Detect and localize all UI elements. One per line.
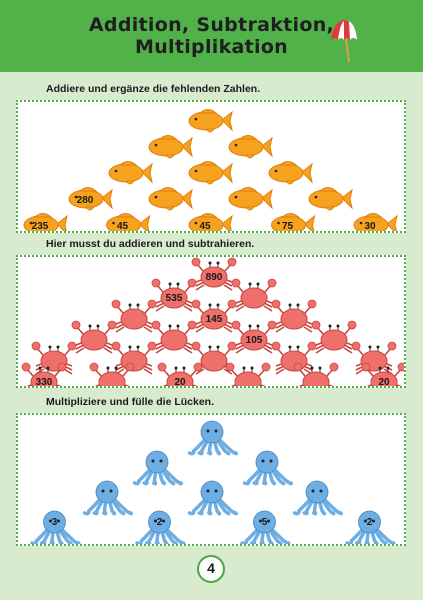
pyramid-number: 3 (52, 517, 58, 528)
pyramid-number: 535 (166, 293, 183, 304)
crab-cell (271, 341, 317, 375)
crab-cell (225, 362, 271, 386)
beach-umbrella-icon (331, 20, 357, 63)
crab-cell (71, 320, 117, 354)
crab-cell (89, 362, 135, 386)
pyramid-number: 2 (367, 517, 373, 528)
crab-cell (191, 257, 237, 291)
fish-cell (188, 161, 233, 185)
fish-cell (106, 213, 151, 231)
crab-cell (231, 278, 277, 312)
octopus-cell (187, 480, 239, 516)
pyramid-number: 890 (206, 272, 223, 283)
crab-cell (111, 341, 157, 375)
page-number: 4 (197, 555, 225, 583)
instruction-1: Addiere und ergänze die fehlenden Zahlen… (46, 83, 261, 95)
title-line-1: Addition, Subtraktion, (88, 14, 335, 36)
pyramid-number: 75 (282, 221, 294, 231)
crab-cell (311, 320, 357, 354)
pyramid-number: 105 (246, 335, 263, 346)
fish-cell (308, 187, 353, 211)
crab-cell (231, 320, 277, 354)
crab-cell (31, 341, 77, 375)
fish-cell (271, 213, 316, 231)
fish-cell (353, 213, 398, 231)
pyramid-number: 330 (36, 377, 53, 386)
fish-cell (268, 161, 313, 185)
fish-cell (108, 161, 153, 185)
pyramid-number: 45 (199, 221, 211, 231)
octopus-cell (242, 450, 294, 486)
fish-cell (188, 109, 233, 133)
octopus-cell (292, 480, 344, 516)
fish-cell (228, 135, 273, 159)
fish-cell (23, 213, 68, 231)
crab-cell (151, 278, 197, 312)
octopus-pyramid-box: 3 2 5 2 (16, 413, 406, 546)
fish-pyramid-box: 280 235 45 45 75 30 (16, 100, 406, 233)
fish-cell (228, 187, 273, 211)
title-line-2: Multiplikation (135, 36, 288, 58)
fish-cell (148, 187, 193, 211)
pyramid-number: 20 (174, 377, 186, 386)
crab-cell (361, 362, 404, 386)
crab-cell (21, 362, 67, 386)
crab-cell (157, 362, 203, 386)
pyramid-number: 235 (32, 221, 49, 231)
pyramid-number: 2 (157, 517, 163, 528)
octopus-cell (187, 420, 239, 456)
instruction-3: Multipliziere und fülle die Lücken. (46, 396, 215, 408)
pyramid-number: 280 (77, 195, 94, 206)
octopus-cell (135, 510, 186, 544)
pyramid-number: 145 (206, 314, 223, 325)
fish-cell (68, 187, 113, 211)
pyramid-number: 30 (364, 221, 376, 231)
pyramid-number: 5 (262, 517, 268, 528)
fish-cell (148, 135, 193, 159)
octopus-cell (82, 480, 134, 516)
crab-cell (151, 320, 197, 354)
crab-cell (191, 299, 237, 333)
crab-cell (351, 341, 397, 375)
octopus-cell (240, 510, 291, 544)
pyramid-number: 45 (117, 221, 129, 231)
crab-cell (293, 362, 339, 386)
instruction-2: Hier musst du addieren und subtrahieren. (46, 238, 255, 250)
crab-cell (271, 299, 317, 333)
crab-cell (111, 299, 157, 333)
page-title: Addition, Subtraktion, Multiplikation (0, 14, 423, 58)
octopus-cell (345, 510, 396, 544)
pyramid-number: 20 (378, 377, 390, 386)
octopus-cell (30, 510, 81, 544)
crab-pyramid-box: 890 535 145 105 330 20 20 (16, 255, 406, 388)
fish-cell (188, 213, 233, 231)
octopus-cell (132, 450, 184, 486)
